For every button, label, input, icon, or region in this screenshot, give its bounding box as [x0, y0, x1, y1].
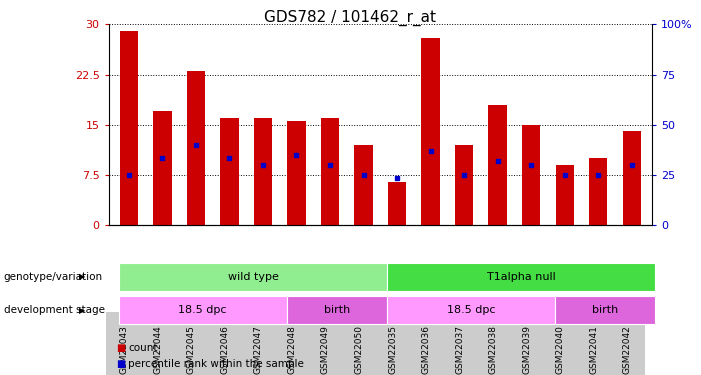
Bar [354, 145, 373, 225]
Text: T1alpha null: T1alpha null [487, 272, 556, 282]
Bar [489, 105, 507, 225]
Text: GSM22038: GSM22038 [489, 325, 498, 374]
Bar [186, 71, 205, 225]
Text: GSM22050: GSM22050 [355, 325, 364, 374]
Text: GSM22049: GSM22049 [321, 325, 330, 374]
Bar [589, 158, 608, 225]
Text: GSM22048: GSM22048 [287, 325, 297, 374]
Bar [120, 31, 138, 225]
Text: GSM22042: GSM22042 [622, 325, 632, 374]
Bar [388, 182, 407, 225]
Text: ■: ■ [116, 359, 125, 369]
Text: wild type: wild type [228, 272, 278, 282]
Text: count: count [128, 343, 158, 353]
Bar [153, 111, 172, 225]
Text: GSM22040: GSM22040 [556, 325, 565, 374]
Text: genotype/variation: genotype/variation [4, 272, 102, 282]
Text: ▶: ▶ [79, 306, 86, 315]
Text: GSM22046: GSM22046 [220, 325, 229, 374]
Bar [555, 165, 574, 225]
Text: birth: birth [324, 305, 350, 315]
Text: GSM22035: GSM22035 [388, 325, 397, 374]
Text: GDS782 / 101462_r_at: GDS782 / 101462_r_at [264, 9, 437, 26]
Text: 18.5 dpc: 18.5 dpc [447, 305, 495, 315]
Bar [522, 124, 540, 225]
Text: ▶: ▶ [79, 272, 86, 281]
Text: ■: ■ [116, 343, 125, 353]
Text: percentile rank within the sample: percentile rank within the sample [128, 359, 304, 369]
Text: GSM22045: GSM22045 [187, 325, 196, 374]
Text: development stage: development stage [4, 305, 104, 315]
Text: GSM22036: GSM22036 [421, 325, 430, 374]
Bar [321, 118, 339, 225]
Bar [220, 118, 238, 225]
Bar [421, 38, 440, 225]
Text: GSM22047: GSM22047 [254, 325, 263, 374]
Bar [455, 145, 473, 225]
Bar [254, 118, 272, 225]
Text: GSM22041: GSM22041 [590, 325, 598, 374]
Bar [622, 131, 641, 225]
Text: GSM22039: GSM22039 [522, 325, 531, 374]
Text: 18.5 dpc: 18.5 dpc [179, 305, 227, 315]
Text: GSM22044: GSM22044 [154, 325, 163, 374]
Bar [287, 122, 306, 225]
Text: birth: birth [592, 305, 618, 315]
Text: GSM22043: GSM22043 [120, 325, 129, 374]
Text: GSM22037: GSM22037 [455, 325, 464, 374]
